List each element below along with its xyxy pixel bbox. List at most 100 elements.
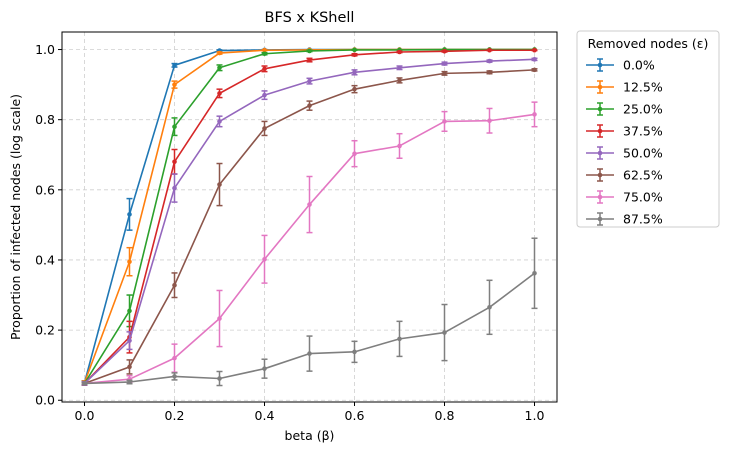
legend-item: 87.5%: [586, 212, 663, 227]
data-point: [532, 67, 537, 73]
data-point: [487, 70, 492, 75]
y-tick-label: 1.0: [35, 42, 55, 57]
data-point: [487, 58, 492, 64]
data-point: [352, 47, 357, 53]
x-tick-label: 1.0: [525, 408, 545, 423]
chart-title: BFS x KShell: [265, 10, 355, 26]
data-point: [487, 305, 492, 310]
data-point: [397, 143, 402, 149]
legend-marker: [597, 172, 603, 178]
data-point: [307, 48, 312, 54]
data-point: [442, 119, 447, 124]
legend-item: 37.5%: [586, 124, 663, 139]
series-37.5%: [81, 47, 538, 386]
legend-item: 75.0%: [586, 190, 663, 205]
y-tick-label: 0.4: [35, 252, 55, 267]
data-point: [262, 47, 267, 53]
legend-marker: [597, 194, 603, 200]
data-point: [172, 63, 177, 68]
legend-items: 0.0% 12.5% 25.0% 37.5% 50.0% 62.5% 75.0% 87.5%: [586, 58, 663, 227]
data-point: [262, 256, 267, 262]
data-point: [127, 338, 132, 343]
data-point: [307, 57, 312, 63]
data-point: [127, 212, 132, 217]
data-point: [217, 50, 222, 56]
legend-label: 12.5%: [623, 80, 663, 95]
data-point: [442, 330, 447, 335]
data-point: [307, 78, 312, 84]
legend-label: 37.5%: [623, 124, 663, 139]
data-point: [172, 374, 177, 379]
data-point: [352, 86, 357, 92]
data-point: [532, 112, 537, 117]
data-point: [307, 103, 312, 108]
legend-item: 12.5%: [586, 80, 663, 95]
y-tick-label: 0.6: [35, 182, 55, 197]
data-point: [442, 71, 447, 76]
data-point: [262, 66, 267, 72]
series-87.5%: [81, 237, 538, 387]
data-point: [487, 118, 492, 124]
axis-ticks: 0.0 0.2 0.4 0.6 0.8 1.0 0.0 0.2 0.4 0.6 0.8 1.0: [35, 42, 544, 423]
data-point: [172, 355, 177, 361]
legend-marker: [597, 84, 603, 90]
data-point: [127, 364, 132, 370]
x-tick-label: 0.2: [165, 408, 185, 423]
data-point: [127, 379, 132, 385]
x-tick-label: 0.4: [255, 408, 275, 423]
y-axis-title: Proportion of infected nodes (log scale): [8, 94, 23, 340]
data-point: [397, 336, 402, 342]
legend-box: [576, 30, 720, 228]
data-point: [307, 351, 312, 356]
data-point: [172, 124, 177, 129]
data-point: [172, 185, 177, 191]
legend-label: 50.0%: [623, 146, 663, 161]
legend-marker: [597, 216, 603, 222]
y-tick-label: 0.8: [35, 112, 55, 127]
data-point: [442, 48, 447, 54]
data-point: [262, 51, 267, 57]
x-tick-label: 0.6: [345, 408, 365, 423]
data-point: [262, 92, 267, 98]
data-point: [172, 159, 177, 165]
data-point: [262, 126, 267, 131]
data-point: [442, 61, 447, 66]
data-point: [487, 47, 492, 53]
legend-title: Removed nodes (ε): [588, 36, 709, 51]
data-point: [352, 151, 357, 156]
data-point: [217, 182, 222, 187]
data-point: [217, 316, 222, 321]
x-axis-title: beta (β): [285, 428, 335, 443]
data-point: [352, 70, 357, 75]
data-point: [172, 82, 177, 87]
legend-item: 62.5%: [586, 168, 663, 183]
legend-label: 75.0%: [623, 190, 663, 205]
legend-label: 87.5%: [623, 212, 663, 227]
legend-label: 0.0%: [623, 58, 655, 73]
plot-frame: [61, 31, 558, 403]
data-point: [82, 381, 87, 386]
data-point: [127, 259, 132, 265]
legend-label: 25.0%: [623, 102, 663, 117]
series-layer: [81, 47, 538, 387]
data-point: [307, 202, 312, 207]
data-point: [352, 52, 357, 58]
data-point: [217, 376, 222, 381]
legend-marker: [597, 150, 603, 156]
data-point: [217, 91, 222, 96]
data-point: [397, 65, 402, 71]
data-point: [352, 349, 357, 355]
data-point: [262, 366, 267, 371]
series-50.0%: [81, 57, 538, 386]
y-tick-label: 0.0: [35, 393, 55, 408]
legend-item: 0.0%: [586, 58, 655, 73]
legend-label: 62.5%: [623, 168, 663, 183]
legend-item: 25.0%: [586, 102, 663, 117]
legend-marker: [597, 128, 603, 134]
data-point: [532, 57, 537, 62]
data-point: [397, 78, 402, 83]
data-point: [127, 308, 132, 314]
data-point: [532, 47, 537, 53]
data-point: [217, 119, 222, 124]
